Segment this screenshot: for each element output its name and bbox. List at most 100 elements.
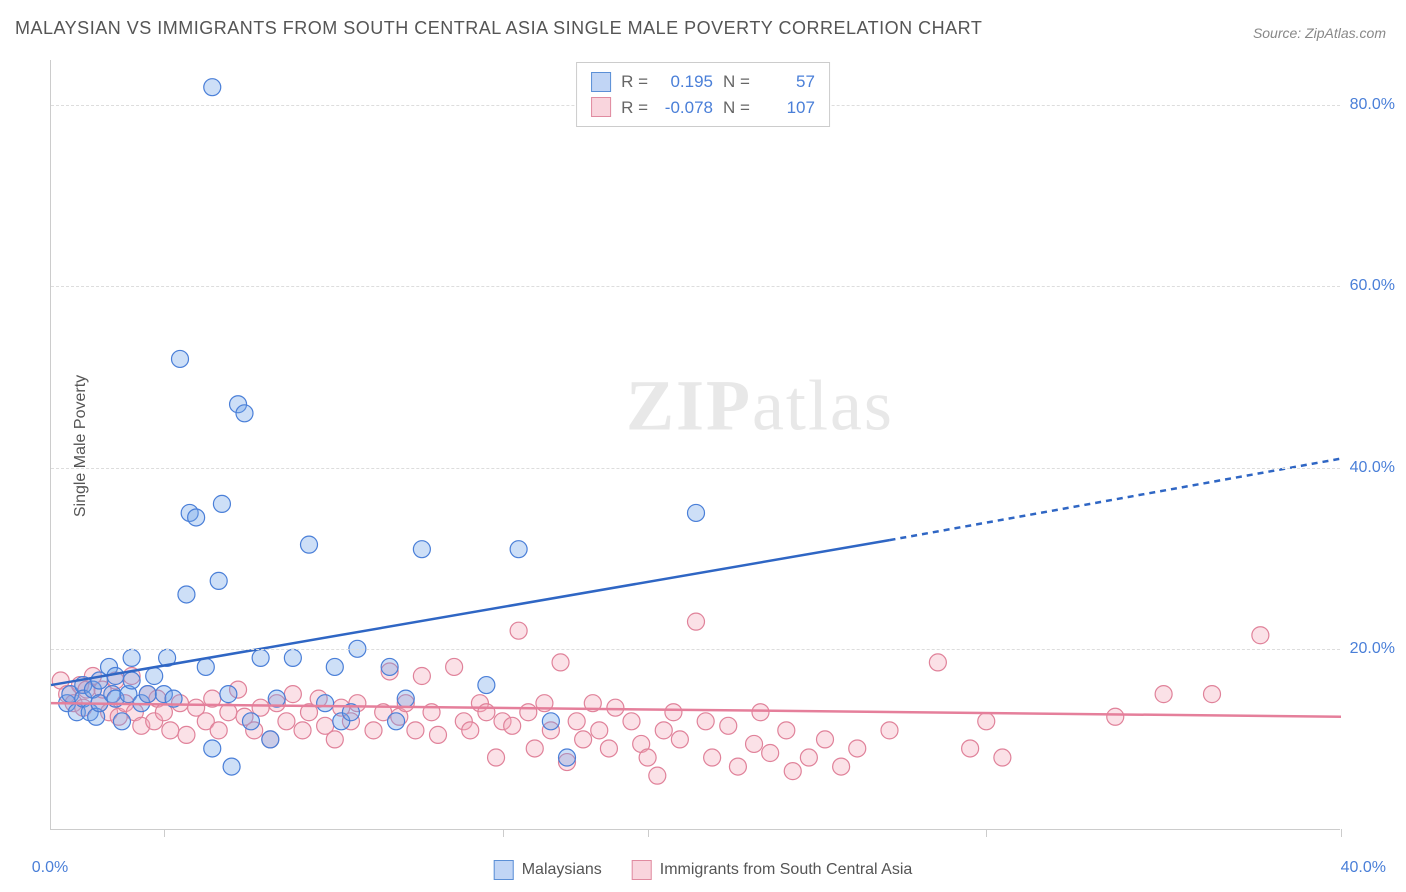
x-min-label: 0.0% (32, 859, 68, 877)
x-tick (164, 829, 165, 837)
point-pink (1107, 708, 1124, 725)
point-pink (704, 749, 721, 766)
point-blue (262, 731, 279, 748)
point-blue (210, 572, 227, 589)
point-blue (326, 658, 343, 675)
point-pink (526, 740, 543, 757)
point-pink (591, 722, 608, 739)
point-pink (639, 749, 656, 766)
point-pink (478, 704, 495, 721)
gridline (51, 468, 1340, 469)
point-blue (188, 509, 205, 526)
swatch-blue-icon (591, 72, 611, 92)
point-pink (568, 713, 585, 730)
point-pink (413, 668, 430, 685)
point-pink (762, 745, 779, 762)
point-pink (929, 654, 946, 671)
x-max-label: 40.0% (1341, 859, 1386, 877)
point-pink (504, 717, 521, 734)
point-pink (623, 713, 640, 730)
point-blue (381, 658, 398, 675)
point-pink (365, 722, 382, 739)
source-attribution: Source: ZipAtlas.com (1253, 25, 1386, 41)
point-pink (778, 722, 795, 739)
point-pink (833, 758, 850, 775)
point-pink (446, 658, 463, 675)
gridline (51, 649, 1340, 650)
point-pink (210, 722, 227, 739)
point-blue (559, 749, 576, 766)
point-blue (478, 677, 495, 694)
point-pink (407, 722, 424, 739)
trendline-blue (51, 540, 890, 685)
point-blue (213, 495, 230, 512)
point-pink (510, 622, 527, 639)
point-pink (1155, 686, 1172, 703)
point-pink (978, 713, 995, 730)
bottom-legend: Malaysians Immigrants from South Central… (494, 860, 913, 880)
point-pink (655, 722, 672, 739)
point-pink (649, 767, 666, 784)
point-blue (252, 649, 269, 666)
legend-item-2: Immigrants from South Central Asia (632, 860, 913, 880)
point-pink (294, 722, 311, 739)
point-pink (430, 726, 447, 743)
point-pink (600, 740, 617, 757)
swatch-pink-icon (632, 860, 652, 880)
y-tick-label: 60.0% (1350, 277, 1395, 295)
correlation-row-1: R = 0.195 N = 57 (591, 69, 815, 95)
point-blue (172, 350, 189, 367)
point-blue (688, 504, 705, 521)
point-pink (1204, 686, 1221, 703)
point-blue (413, 541, 430, 558)
plot-svg (51, 60, 1340, 829)
correlation-box: R = 0.195 N = 57 R = -0.078 N = 107 (576, 62, 830, 127)
x-tick (986, 829, 987, 837)
point-blue (204, 79, 221, 96)
point-blue (139, 686, 156, 703)
point-pink (462, 722, 479, 739)
point-pink (665, 704, 682, 721)
point-pink (278, 713, 295, 730)
x-tick (503, 829, 504, 837)
point-pink (729, 758, 746, 775)
point-blue (510, 541, 527, 558)
point-pink (962, 740, 979, 757)
point-blue (542, 713, 559, 730)
swatch-blue-icon (494, 860, 514, 880)
point-pink (1252, 627, 1269, 644)
point-blue (123, 649, 140, 666)
x-tick (648, 829, 649, 837)
point-pink (575, 731, 592, 748)
point-blue (388, 713, 405, 730)
point-pink (162, 722, 179, 739)
point-pink (284, 686, 301, 703)
chart-title: MALAYSIAN VS IMMIGRANTS FROM SOUTH CENTR… (15, 18, 982, 39)
plot-area: ZIPatlas 20.0%40.0%60.0%80.0% (50, 60, 1340, 830)
y-tick-label: 80.0% (1350, 96, 1395, 114)
point-blue (317, 695, 334, 712)
point-blue (204, 740, 221, 757)
correlation-row-2: R = -0.078 N = 107 (591, 95, 815, 121)
trendline-blue-ext (890, 459, 1342, 541)
point-pink (607, 699, 624, 716)
point-pink (784, 763, 801, 780)
point-pink (817, 731, 834, 748)
point-pink (752, 704, 769, 721)
point-pink (178, 726, 195, 743)
point-pink (488, 749, 505, 766)
point-blue (397, 690, 414, 707)
point-pink (800, 749, 817, 766)
point-blue (284, 649, 301, 666)
point-pink (688, 613, 705, 630)
point-pink (720, 717, 737, 734)
point-pink (881, 722, 898, 739)
point-blue (146, 668, 163, 685)
point-pink (326, 731, 343, 748)
legend-item-1: Malaysians (494, 860, 602, 880)
point-blue (197, 658, 214, 675)
y-tick-label: 20.0% (1350, 640, 1395, 658)
point-blue (113, 713, 130, 730)
swatch-pink-icon (591, 97, 611, 117)
point-pink (849, 740, 866, 757)
